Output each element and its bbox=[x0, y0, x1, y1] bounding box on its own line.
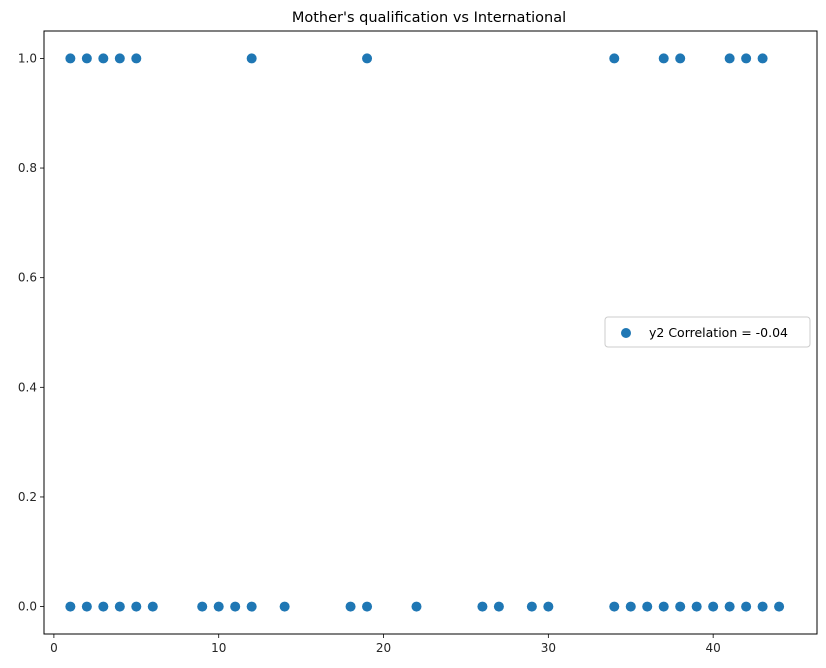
scatter-point bbox=[625, 601, 636, 612]
y-tick-label: 0.8 bbox=[18, 161, 37, 175]
scatter-point bbox=[213, 601, 224, 612]
scatter-point bbox=[197, 601, 208, 612]
legend: y2 Correlation = -0.04 bbox=[604, 316, 811, 348]
scatter-point bbox=[675, 601, 686, 612]
x-tick-label: 40 bbox=[706, 641, 721, 655]
y-tick-label: 0.2 bbox=[18, 490, 37, 504]
scatter-point bbox=[757, 53, 768, 64]
scatter-point bbox=[362, 601, 373, 612]
scatter-point bbox=[543, 601, 554, 612]
scatter-point bbox=[65, 53, 76, 64]
scatter-point bbox=[642, 601, 653, 612]
y-tick-label: 1.0 bbox=[18, 51, 37, 65]
scatter-point bbox=[345, 601, 356, 612]
scatter-point bbox=[279, 601, 290, 612]
scatter-point bbox=[526, 601, 537, 612]
scatter-point bbox=[114, 53, 125, 64]
scatter-point bbox=[230, 601, 241, 612]
scatter-point bbox=[658, 53, 669, 64]
y-tick-label: 0.0 bbox=[18, 600, 37, 614]
plot-frame bbox=[43, 30, 818, 635]
scatter-point bbox=[691, 601, 702, 612]
scatter-point bbox=[741, 53, 752, 64]
scatter-point bbox=[65, 601, 76, 612]
scatter-point bbox=[98, 601, 109, 612]
scatter-point bbox=[81, 53, 92, 64]
scatter-point bbox=[246, 601, 257, 612]
x-tick-label: 10 bbox=[211, 641, 226, 655]
scatter-point bbox=[131, 53, 142, 64]
scatter-point bbox=[774, 601, 785, 612]
scatter-point bbox=[609, 601, 620, 612]
scatter-point bbox=[98, 53, 109, 64]
scatter-point bbox=[114, 601, 125, 612]
scatter-point bbox=[411, 601, 422, 612]
legend-label: y2 Correlation = -0.04 bbox=[649, 325, 788, 340]
chart-title: Mother's qualification vs International bbox=[292, 10, 566, 26]
y-axis-ticks: 0.0 0.2 0.4 0.6 0.8 1.0 bbox=[18, 51, 44, 614]
legend-box bbox=[604, 316, 811, 348]
scatter-point bbox=[81, 601, 92, 612]
x-axis-ticks: 0 10 20 30 40 bbox=[50, 634, 721, 655]
x-tick-label: 30 bbox=[541, 641, 556, 655]
y-tick-label: 0.4 bbox=[18, 380, 37, 394]
x-tick-label: 0 bbox=[50, 641, 58, 655]
scatter-point bbox=[131, 601, 142, 612]
scatter-point bbox=[246, 53, 257, 64]
y-tick-label: 0.6 bbox=[18, 271, 37, 285]
points-layer bbox=[65, 53, 785, 612]
scatter-point bbox=[724, 601, 735, 612]
x-tick-label: 20 bbox=[376, 641, 391, 655]
legend-marker bbox=[621, 328, 631, 338]
scatter-point bbox=[147, 601, 158, 612]
scatter-point bbox=[477, 601, 488, 612]
scatter-point bbox=[362, 53, 373, 64]
scatter-point bbox=[609, 53, 620, 64]
scatter-point bbox=[493, 601, 504, 612]
scatter-point bbox=[708, 601, 719, 612]
scatter-point bbox=[724, 53, 735, 64]
scatter-point bbox=[757, 601, 768, 612]
scatter-point bbox=[675, 53, 686, 64]
scatter-point bbox=[741, 601, 752, 612]
scatter-point bbox=[658, 601, 669, 612]
